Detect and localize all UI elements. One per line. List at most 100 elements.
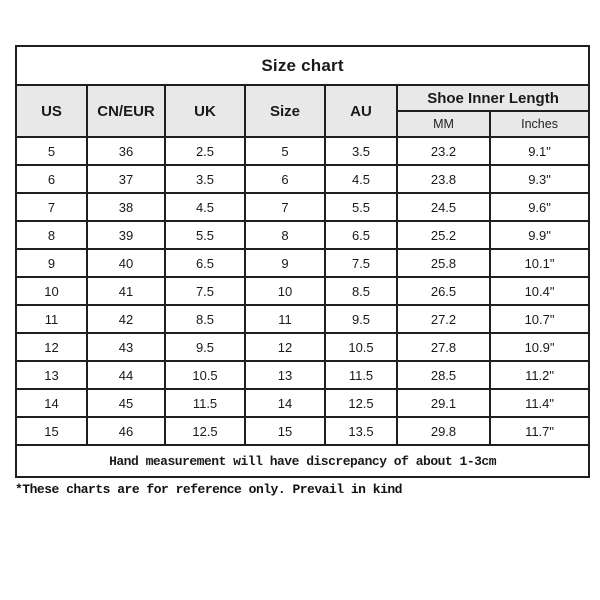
table-cell: 10.5 [164,360,246,390]
table-cell: 13.5 [324,416,398,446]
column-header-cn-eur: CN/EUR [86,84,166,138]
table-cell: 13 [244,360,326,390]
table-cell: 9.3" [488,164,591,194]
table-cell: 38 [86,192,166,222]
table-cell: 23.8 [396,164,491,194]
table-cell: 10.5 [324,332,398,362]
table-cell: 44 [86,360,166,390]
table-cell: 11 [244,304,326,334]
table-cell: 9.9" [488,220,591,250]
table-cell: 10 [244,276,326,306]
table-cell: 4.5 [324,164,398,194]
table-cell: 29.1 [396,388,491,418]
table-cell: 5.5 [324,192,398,222]
table-cell: 10 [15,276,88,306]
table-row: 6 37 3.5 6 4.5 23.8 9.3" [15,164,591,194]
table-subheader-row: MM Inches [16,110,591,138]
table-cell: 46 [86,416,166,446]
table-cell: 14 [244,388,326,418]
table-cell: 7.5 [164,276,246,306]
table-footer-row: Hand measurement will have discrepancy o… [14,444,591,478]
column-header-uk: UK [164,84,246,138]
column-header-mm: MM [396,110,491,138]
table-cell: 27.2 [396,304,491,334]
table-row: 5 36 2.5 5 3.5 23.2 9.1" [15,136,591,166]
table-row: 7 38 4.5 7 5.5 24.5 9.6" [15,192,591,222]
table-row: 8 39 5.5 8 6.5 25.2 9.9" [15,220,591,250]
table-cell: 29.8 [396,416,491,446]
table-cell: 40 [86,248,166,278]
table-cell: 27.8 [396,332,491,362]
table-row: 10 41 7.5 10 8.5 26.5 10.4" [15,276,591,306]
table-cell: 10.4" [488,276,591,306]
table-cell: 28.5 [396,360,491,390]
table-cell: 26.5 [396,276,491,306]
table-cell: 10.9" [488,332,591,362]
table-cell: 7 [15,192,88,222]
table-cell: 5.5 [164,220,246,250]
table-cell: 11.2" [488,360,591,390]
table-cell: 12.5 [164,416,246,446]
table-cell: 11.5 [164,388,246,418]
table-cell: 6.5 [164,248,246,278]
table-cell: 6 [15,164,88,194]
table-cell: 8 [15,220,88,250]
column-header-inches: Inches [488,110,591,138]
table-cell: 8.5 [164,304,246,334]
table-cell: 14 [15,388,88,418]
table-cell: 5 [244,136,326,166]
table-cell: 3.5 [164,164,246,194]
table-cell: 25.8 [396,248,491,278]
table-cell: 9.6" [488,192,591,222]
table-cell: 10.1" [488,248,591,278]
table-cell: 23.2 [396,136,491,166]
table-row: 14 45 11.5 14 12.5 29.1 11.4" [15,388,591,418]
table-cell: 12 [244,332,326,362]
table-cell: 36 [86,136,166,166]
table-row: 9 40 6.5 9 7.5 25.8 10.1" [15,248,591,278]
table-cell: 9 [244,248,326,278]
table-cell: 7 [244,192,326,222]
table-cell: 11.5 [324,360,398,390]
table-cell: 9.5 [324,304,398,334]
table-cell: 15 [244,416,326,446]
column-header-size: Size [244,84,326,138]
table-cell: 41 [86,276,166,306]
table-cell: 6.5 [324,220,398,250]
table-row: 12 43 9.5 12 10.5 27.8 10.9" [15,332,591,362]
table-cell: 45 [86,388,166,418]
table-cell: 5 [15,136,88,166]
table-cell: 11 [15,304,88,334]
table-cell: 11.7" [488,416,591,446]
table-cell: 37 [86,164,166,194]
table-cell: 6 [244,164,326,194]
table-cell: 9.5 [164,332,246,362]
table-cell: 24.5 [396,192,491,222]
table-row: 15 46 12.5 15 13.5 29.8 11.7" [15,416,591,446]
column-header-us: US [15,84,88,138]
table-cell: 42 [86,304,166,334]
table-cell: 11.4" [488,388,591,418]
table-cell: 7.5 [324,248,398,278]
table-cell: 10.7" [488,304,591,334]
table-cell: 12 [15,332,88,362]
table-title-row: Size chart [14,45,591,86]
size-chart-table: Size chart US CN/EUR UK Size AU Shoe Inn… [14,45,591,478]
table-cell: 25.2 [396,220,491,250]
table-body: 5 36 2.5 5 3.5 23.2 9.1" 6 37 3.5 6 4.5 23.8 9.3" 7 38 4… [15,136,591,446]
column-header-au: AU [324,84,398,138]
measurement-disclaimer: Hand measurement will have discrepancy o… [14,444,591,478]
table-row: 13 44 10.5 13 11.5 28.5 11.2" [15,360,591,390]
table-cell: 2.5 [164,136,246,166]
table-cell: 8.5 [324,276,398,306]
table-cell: 13 [15,360,88,390]
column-group-shoe-inner-length: Shoe Inner Length [395,84,591,112]
table-cell: 15 [15,416,88,446]
table-cell: 4.5 [164,192,246,222]
table-cell: 8 [244,220,326,250]
table-cell: 43 [86,332,166,362]
table-title: Size chart [14,45,591,86]
table-cell: 39 [86,220,166,250]
reference-note: *These charts are for reference only. Pr… [15,482,402,497]
